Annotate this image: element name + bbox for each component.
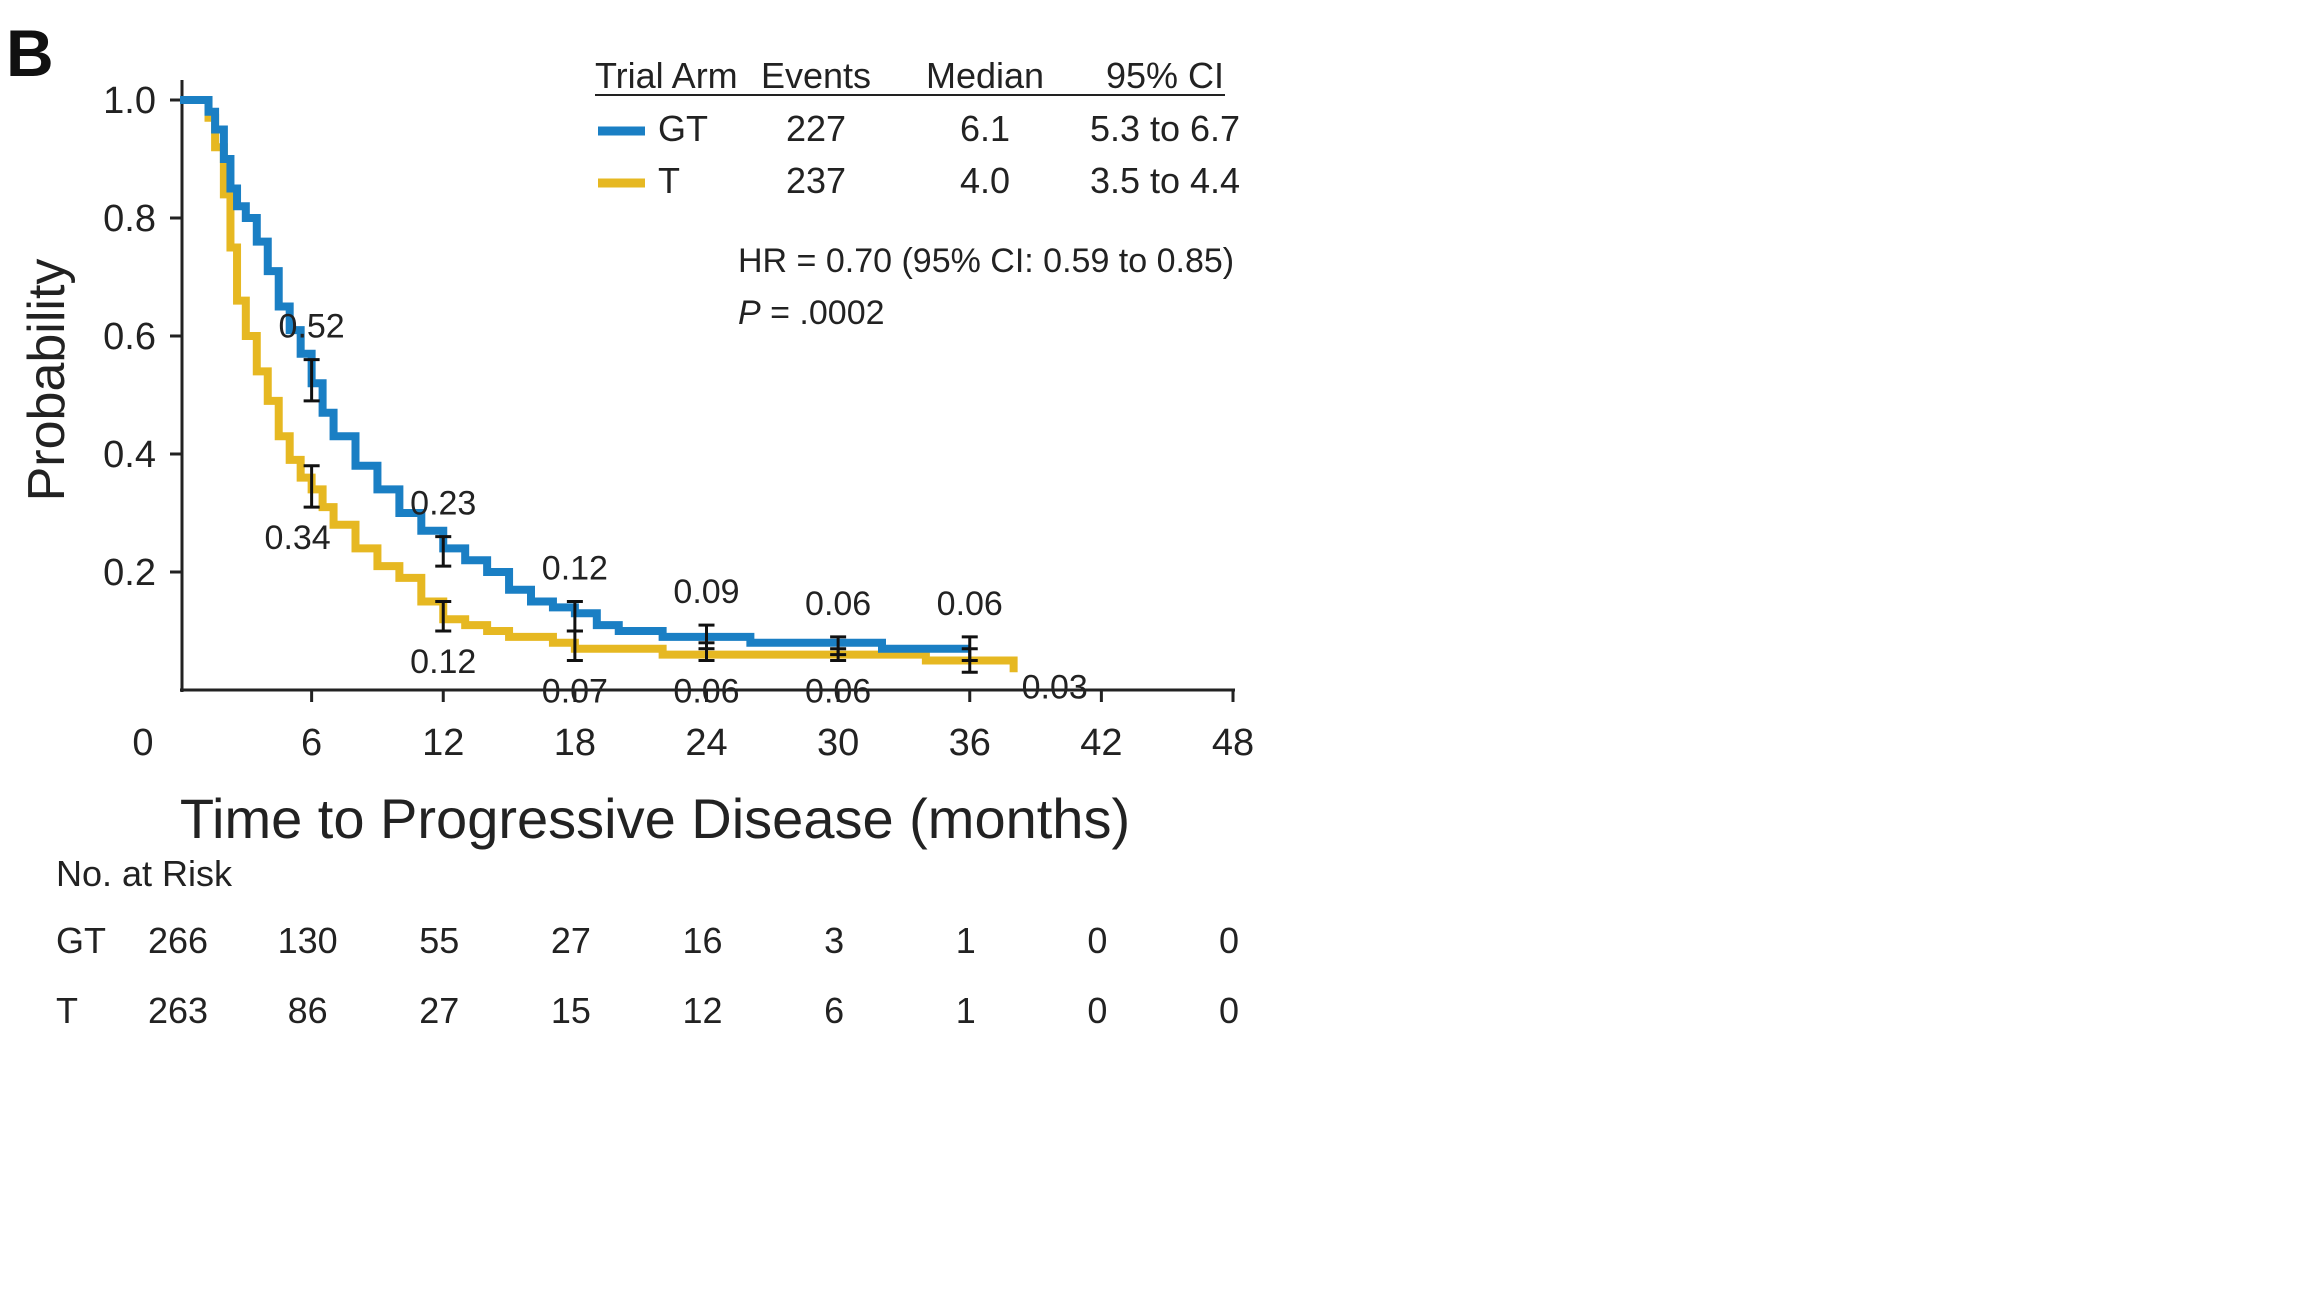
x-tick-label: 6 — [301, 722, 322, 764]
x-tick-label: 24 — [685, 722, 727, 764]
risk-cell: 6 — [824, 990, 844, 1031]
error-bar-gt — [303, 358, 320, 403]
legend-median-gt: 6.1 — [960, 108, 1010, 149]
risk-cell: 15 — [551, 990, 591, 1031]
risk-cell: 3 — [824, 920, 844, 961]
legend-header-median: Median — [926, 55, 1044, 96]
error-bar-t — [303, 464, 320, 509]
y-ticks: 0.2 0.4 0.6 0.8 1.0 — [103, 80, 182, 594]
p-value-label: P — [738, 294, 761, 332]
error-bars — [303, 358, 978, 674]
point-label-t: 0.12 — [410, 643, 476, 681]
risk-cell: 266 — [148, 920, 208, 961]
legend-header-events: Events — [761, 55, 871, 96]
risk-cell: 27 — [419, 990, 459, 1031]
x-tick-label: 42 — [1080, 722, 1122, 764]
y-tick-label: 0.2 — [103, 552, 156, 594]
point-labels: 0.52 0.23 0.12 0.09 0.06 0.06 0.34 0.12 0.07 0.06… — [265, 308, 1088, 711]
point-label-t: 0.07 — [542, 673, 608, 711]
x-tick-label: 12 — [422, 722, 464, 764]
legend-events-t: 237 — [786, 160, 846, 201]
legend-table: Trial Arm Events Median 95% CI GT 227 6.… — [595, 55, 1240, 201]
point-label-gt: 0.52 — [279, 308, 345, 346]
error-bar-t — [830, 647, 847, 662]
y-tick-label: 0.4 — [103, 434, 156, 476]
x-tick-label: 48 — [1212, 722, 1254, 764]
x-tick-label: 18 — [554, 722, 596, 764]
y-tick-label: 0.6 — [103, 316, 156, 358]
point-label-t: 0.34 — [265, 519, 331, 557]
legend-events-gt: 227 — [786, 108, 846, 149]
risk-cell: 12 — [682, 990, 722, 1031]
error-bar-t — [961, 647, 978, 674]
legend-arm-t: T — [658, 160, 680, 201]
risk-cell: 263 — [148, 990, 208, 1031]
risk-cell: 0 — [1087, 920, 1107, 961]
risk-cell: 0 — [1087, 990, 1107, 1031]
risk-cell: 27 — [551, 920, 591, 961]
p-value: P = .0002 — [738, 294, 885, 332]
error-bar-t — [566, 629, 583, 662]
error-bar-t — [698, 641, 715, 662]
risk-cell: 1 — [956, 920, 976, 961]
series-line-gt — [180, 96, 970, 653]
legend-header-ci: 95% CI — [1106, 55, 1224, 96]
risk-cell: 0 — [1219, 920, 1239, 961]
x-ticks: 0 6 12 18 24 30 36 42 48 — [132, 690, 1254, 764]
y-tick-label: 0.8 — [103, 198, 156, 240]
x-tick-label: 30 — [817, 722, 859, 764]
point-label-gt: 0.06 — [937, 585, 1003, 623]
point-label-t: 0.06 — [805, 673, 871, 711]
risk-cell: 0 — [1219, 990, 1239, 1031]
survival-curves — [180, 96, 1018, 673]
point-label-t: 0.06 — [673, 673, 739, 711]
legend-ci-t: 3.5 to 4.4 — [1090, 160, 1240, 201]
risk-row-arm: T — [56, 990, 78, 1031]
x-axis-label: Time to Progressive Disease (months) — [180, 787, 1130, 850]
risk-cell: 130 — [278, 920, 338, 961]
hazard-ratio: HR = 0.70 (95% CI: 0.59 to 0.85) — [738, 242, 1234, 280]
legend-median-t: 4.0 — [960, 160, 1010, 201]
legend-ci-gt: 5.3 to 6.7 — [1090, 108, 1240, 149]
p-value-number: = .0002 — [761, 294, 885, 332]
point-label-gt: 0.09 — [673, 573, 739, 611]
risk-row-arm: GT — [56, 920, 106, 961]
legend-header-arm: Trial Arm — [595, 55, 738, 96]
panel-letter: B — [6, 16, 54, 90]
x-tick-label: 0 — [132, 722, 153, 764]
error-bar-gt — [435, 535, 452, 568]
legend-arm-gt: GT — [658, 108, 708, 149]
y-axis-label: Probability — [18, 259, 76, 502]
point-label-gt: 0.12 — [542, 550, 608, 588]
y-tick-label: 1.0 — [103, 80, 156, 122]
error-bar-t — [435, 600, 452, 633]
risk-cell: 16 — [682, 920, 722, 961]
point-label-t: 0.03 — [1022, 668, 1088, 706]
risk-table-title: No. at Risk — [56, 853, 233, 894]
risk-cell: 86 — [288, 990, 328, 1031]
point-label-gt: 0.23 — [410, 485, 476, 523]
point-label-gt: 0.06 — [805, 585, 871, 623]
risk-cell: 55 — [419, 920, 459, 961]
risk-cell: 1 — [956, 990, 976, 1031]
series-line-t — [180, 96, 1018, 673]
x-tick-label: 36 — [949, 722, 991, 764]
risk-table: GT 266 130 55 27 16 3 1 0 0 T 263 86 27 15 12 6 1 0 0 — [56, 920, 1239, 1031]
